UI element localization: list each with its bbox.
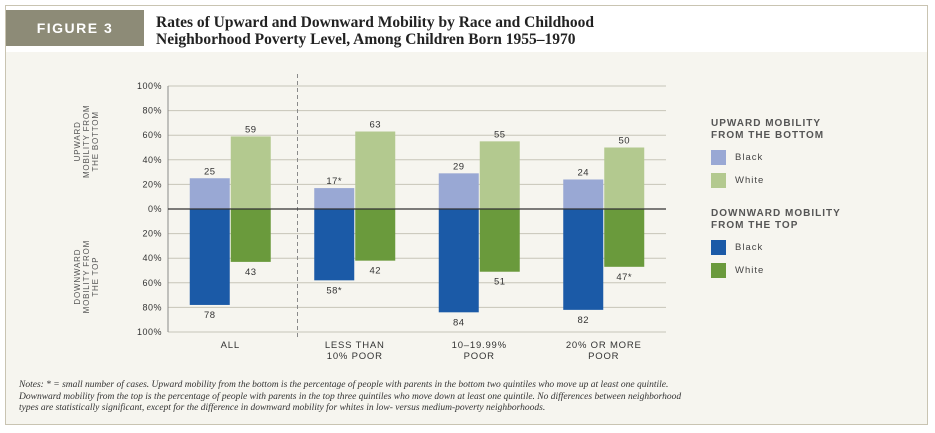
y-axis-label-upward: MOBILITY FROM xyxy=(82,105,91,178)
legend-item-upward-white: White xyxy=(711,173,921,188)
y-tick-label: 60% xyxy=(142,278,162,288)
legend-swatch-upward-black xyxy=(711,150,726,165)
figure-title-line2: Neighborhood Poverty Level, Among Childr… xyxy=(156,31,576,48)
y-tick-label: 40% xyxy=(142,155,162,165)
y-axis-label-upward: UPWARD xyxy=(73,121,82,161)
notes-line2: Downward mobility from the top is the pe… xyxy=(19,391,682,402)
figure-frame: FIGURE 3 Rates of Upward and Downward Mo… xyxy=(5,5,928,425)
legend-label-downward-white: White xyxy=(735,265,765,276)
bar-upward-black xyxy=(314,188,355,209)
legend-swatch-downward-black xyxy=(711,240,726,255)
bar-upward-white xyxy=(230,136,271,209)
chart-legend: UPWARD MOBILITY FROM THE BOTTOM Black Wh… xyxy=(711,118,921,278)
data-label-downward-black: 82 xyxy=(577,315,589,326)
y-tick-label: 100% xyxy=(137,327,162,337)
notes-line3: types are statistically significant, exc… xyxy=(19,403,546,413)
legend-item-downward-black: Black xyxy=(711,240,921,255)
y-axis-label-downward: DOWNWARD xyxy=(73,249,82,305)
legend-title-upward-line2: FROM THE BOTTOM xyxy=(711,130,825,141)
bar-upward-black xyxy=(563,179,604,209)
legend-title-downward-line2: FROM THE TOP xyxy=(711,220,799,231)
data-label-upward-black: 17* xyxy=(326,176,342,187)
bar-downward-white xyxy=(479,209,520,272)
bar-downward-white xyxy=(355,209,396,261)
category-label: 10–19.99% xyxy=(452,340,507,351)
legend-item-upward-black: Black xyxy=(711,150,921,165)
y-tick-label: 100% xyxy=(137,81,162,91)
y-axis-label-downward: MOBILITY FROM xyxy=(82,240,91,313)
data-label-downward-white: 47* xyxy=(616,272,632,283)
data-label-downward-white: 51 xyxy=(494,277,506,288)
legend-title-upward-line1: UPWARD MOBILITY xyxy=(711,118,821,129)
data-label-upward-white: 59 xyxy=(245,124,257,135)
bar-upward-black xyxy=(189,178,230,209)
figure-header: FIGURE 3 Rates of Upward and Downward Mo… xyxy=(6,6,927,52)
y-axis-label-upward: THE BOTTOM xyxy=(91,111,100,171)
notes-line1: Notes: * = small number of cases. Upward… xyxy=(19,380,669,390)
bar-downward-white xyxy=(604,209,645,267)
legend-label-upward-black: Black xyxy=(735,152,764,163)
y-tick-label: 80% xyxy=(142,106,162,116)
category-label: POOR xyxy=(588,351,619,362)
legend-group-downward: DOWNWARD MOBILITY FROM THE TOP Black Whi… xyxy=(711,208,921,278)
data-label-upward-black: 24 xyxy=(577,167,589,178)
category-label: LESS THAN xyxy=(325,340,385,351)
data-label-upward-white: 63 xyxy=(369,120,381,131)
y-tick-label: 40% xyxy=(142,253,162,263)
data-label-downward-black: 84 xyxy=(453,317,465,328)
bar-downward-white xyxy=(230,209,271,262)
bar-downward-black xyxy=(563,209,604,310)
data-label-downward-white: 42 xyxy=(369,266,381,277)
y-axis-label-downward: THE TOP xyxy=(91,257,100,297)
bar-downward-black xyxy=(314,209,355,281)
legend-group-upward: UPWARD MOBILITY FROM THE BOTTOM Black Wh… xyxy=(711,118,921,188)
y-tick-label: 0% xyxy=(148,204,162,214)
data-label-downward-black: 58* xyxy=(326,285,342,296)
data-label-downward-black: 78 xyxy=(204,310,216,321)
y-tick-label: 20% xyxy=(142,229,162,239)
figure-label: FIGURE 3 xyxy=(6,10,144,46)
category-label: 20% OR MORE xyxy=(566,340,642,351)
bar-upward-white xyxy=(479,141,520,209)
legend-swatch-downward-white xyxy=(711,263,726,278)
bar-upward-white xyxy=(604,147,645,209)
bar-downward-black xyxy=(189,209,230,305)
legend-item-downward-white: White xyxy=(711,263,921,278)
bar-upward-black xyxy=(438,173,479,209)
figure-title-line1: Rates of Upward and Downward Mobility by… xyxy=(156,14,594,31)
mobility-bar-chart: 100% 80% 60% 40% 20% 0% 20% 40% 60% 80% 100% UPWARD… xyxy=(73,74,666,362)
legend-label-downward-black: Black xyxy=(735,242,764,253)
y-tick-label: 60% xyxy=(142,130,162,140)
legend-title-downward-line1: DOWNWARD MOBILITY xyxy=(711,208,841,219)
y-tick-label: 80% xyxy=(142,302,162,312)
data-label-upward-black: 29 xyxy=(453,161,465,172)
data-label-upward-white: 50 xyxy=(618,136,630,147)
bar-upward-white xyxy=(355,131,396,209)
bar-downward-black xyxy=(438,209,479,313)
figure-title: Rates of Upward and Downward Mobility by… xyxy=(156,14,776,48)
legend-swatch-upward-white xyxy=(711,173,726,188)
legend-label-upward-white: White xyxy=(735,175,765,186)
category-label: POOR xyxy=(464,351,495,362)
data-label-downward-white: 43 xyxy=(245,267,257,278)
category-label: ALL xyxy=(221,340,240,351)
y-tick-label: 20% xyxy=(142,179,162,189)
data-label-upward-black: 25 xyxy=(204,166,216,177)
data-label-upward-white: 55 xyxy=(494,129,506,140)
category-label: 10% POOR xyxy=(327,351,383,362)
figure-notes: Notes: * = small number of cases. Upward… xyxy=(19,380,914,415)
